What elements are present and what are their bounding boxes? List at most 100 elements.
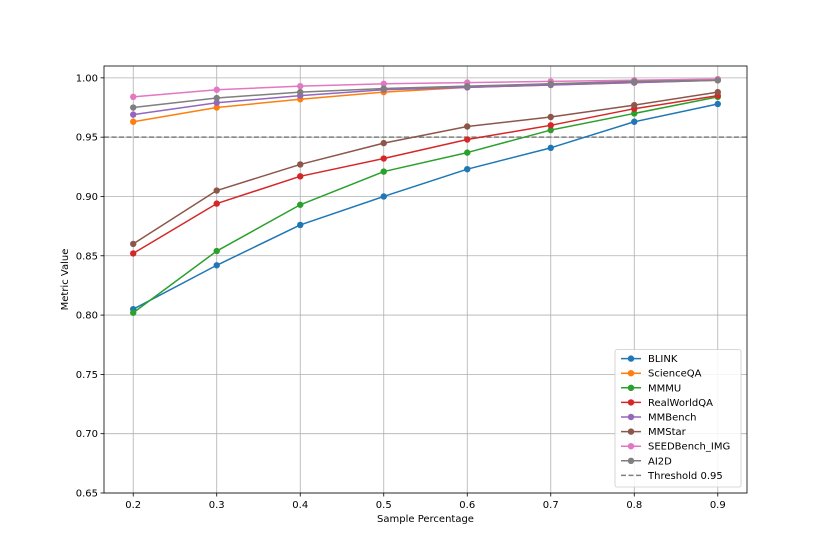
data-point xyxy=(380,155,387,162)
axis-ticks: 0.2 0.3 0.4 0.5 0.6 0.7 0.8 0.9 0.65 0.70 0.75 0.80… xyxy=(76,73,726,511)
data-point xyxy=(464,136,471,143)
legend-item: MMBench xyxy=(621,413,696,424)
data-point xyxy=(213,247,220,255)
data-point xyxy=(631,110,638,117)
data-point xyxy=(130,309,137,316)
data-point xyxy=(714,88,721,96)
x-tick-label: 0.6 xyxy=(459,500,475,511)
series-mmstar xyxy=(130,88,721,248)
data-point xyxy=(213,99,220,106)
data-point xyxy=(380,80,387,87)
legend-item: BLINK xyxy=(621,354,678,365)
legend-swatch-marker xyxy=(627,428,635,435)
data-point xyxy=(464,82,471,90)
data-point xyxy=(464,165,471,173)
data-point xyxy=(631,101,638,109)
x-tick-label: 0.2 xyxy=(125,500,141,511)
y-tick-label: 1.00 xyxy=(76,73,98,84)
legend-label: ScienceQA xyxy=(648,369,702,380)
data-point xyxy=(297,82,304,90)
data-point xyxy=(213,200,220,207)
legend-swatch-marker xyxy=(627,384,635,391)
data-point xyxy=(380,168,387,175)
data-point xyxy=(714,77,721,84)
y-axis-label: Metric Value xyxy=(60,249,71,311)
y-tick-label: 0.80 xyxy=(76,311,98,322)
legend-item: ScienceQA xyxy=(621,369,702,380)
series-line xyxy=(132,94,718,255)
y-tick-label: 0.65 xyxy=(76,489,98,500)
y-tick-label: 0.90 xyxy=(76,192,98,203)
data-point xyxy=(130,250,137,257)
series-realworldqa xyxy=(130,92,721,257)
legend-swatch-marker xyxy=(627,413,635,421)
legend: BLINK ScienceQA MMMU RealWorldQA MMBench MMSt… xyxy=(614,349,742,488)
y-tick-label: 0.85 xyxy=(76,251,98,262)
series-ai2d xyxy=(130,77,721,111)
legend-swatch-marker xyxy=(627,457,635,464)
data-point xyxy=(297,201,304,208)
data-point xyxy=(714,100,721,108)
legend-label: MMStar xyxy=(648,427,687,438)
series-line xyxy=(132,96,718,314)
data-point xyxy=(213,86,220,93)
series-line xyxy=(133,79,718,123)
legend-box xyxy=(614,349,742,488)
data-point xyxy=(380,85,387,92)
data-point xyxy=(547,122,554,129)
legend-item: MMMU xyxy=(621,383,681,394)
data-point xyxy=(213,262,220,269)
data-point xyxy=(213,104,220,111)
x-tick-label: 0.3 xyxy=(209,500,225,511)
legend-swatch-marker xyxy=(627,443,635,450)
legend-label: SEEDBench_IMG xyxy=(648,442,730,453)
plot-frame xyxy=(103,65,748,494)
legend-swatch-marker xyxy=(627,399,635,406)
legend-item: RealWorldQA xyxy=(621,398,713,409)
legend-item: SEEDBench_IMG xyxy=(621,442,730,453)
data-point xyxy=(464,149,471,156)
x-tick-label: 0.5 xyxy=(376,500,392,511)
series-line xyxy=(133,79,718,116)
series-blink xyxy=(130,100,721,313)
legend-label: MMMU xyxy=(648,383,681,394)
series-line xyxy=(132,91,718,245)
y-tick-label: 0.95 xyxy=(76,133,98,144)
data-point xyxy=(547,113,554,121)
legend-item: AI2D xyxy=(621,456,672,467)
data-point xyxy=(297,221,304,229)
data-point xyxy=(130,111,137,118)
data-point xyxy=(130,104,137,111)
data-point xyxy=(297,88,304,96)
series-line xyxy=(133,78,718,98)
data-point xyxy=(297,161,304,168)
legend-item: MMStar xyxy=(621,427,687,438)
data-point xyxy=(130,93,137,101)
data-point xyxy=(631,118,638,125)
legend-label: Threshold 0.95 xyxy=(647,471,723,482)
x-tick-label: 0.9 xyxy=(710,500,726,511)
data-point xyxy=(631,78,638,85)
data-point xyxy=(130,118,137,125)
data-point xyxy=(213,187,220,194)
legend-swatch-marker xyxy=(627,370,635,377)
x-tick-label: 0.8 xyxy=(626,500,642,511)
legend-label: MMBench xyxy=(648,413,696,424)
legend-swatch-marker xyxy=(627,355,635,362)
data-point xyxy=(213,94,220,102)
data-point xyxy=(547,80,554,87)
legend-label: AI2D xyxy=(648,456,672,467)
legend-label: RealWorldQA xyxy=(648,398,713,409)
data-point xyxy=(130,240,137,248)
data-point xyxy=(380,139,387,147)
y-tick-label: 0.70 xyxy=(76,429,98,440)
y-tick-label: 0.75 xyxy=(76,370,98,381)
series-line xyxy=(132,103,718,310)
legend-label: BLINK xyxy=(648,354,678,365)
series-line xyxy=(133,79,718,109)
legend-item-threshold: Threshold 0.95 xyxy=(621,471,723,482)
series-layer xyxy=(130,75,721,316)
data-point xyxy=(464,123,471,130)
data-point xyxy=(547,126,554,134)
